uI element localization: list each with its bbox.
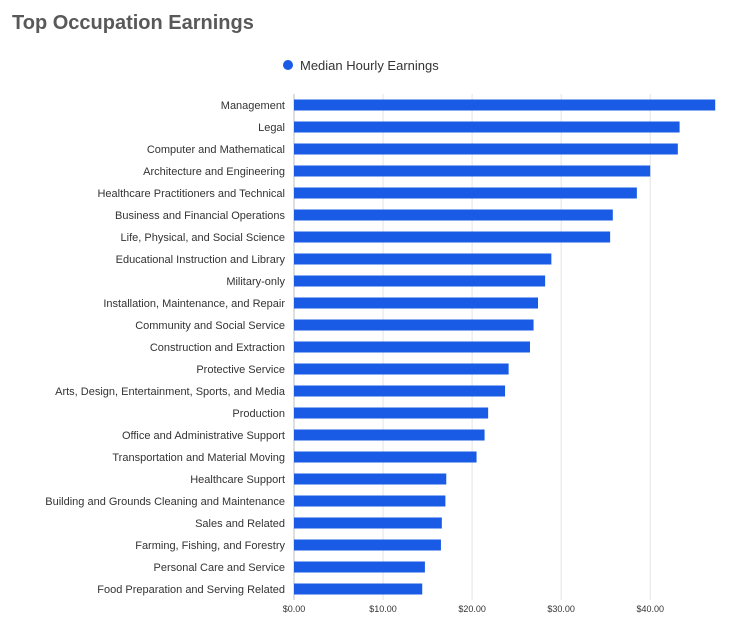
bar xyxy=(294,429,485,441)
category-label: Management xyxy=(221,100,285,112)
chart-title: Top Occupation Earnings xyxy=(12,12,254,34)
bar xyxy=(294,143,678,155)
category-label: Computer and Mathematical xyxy=(147,144,285,156)
x-tick-label: $10.00 xyxy=(369,604,397,614)
legend-label: Median Hourly Earnings xyxy=(300,58,439,73)
category-label: Legal xyxy=(258,122,285,134)
bar xyxy=(294,253,552,265)
category-label: Military-only xyxy=(226,276,285,288)
bar xyxy=(294,275,546,287)
x-tick-label: $40.00 xyxy=(636,604,664,614)
bar xyxy=(294,385,506,397)
category-label: Life, Physical, and Social Science xyxy=(121,232,285,244)
bar xyxy=(294,407,489,419)
x-tick-label: $20.00 xyxy=(458,604,486,614)
category-label: Office and Administrative Support xyxy=(122,430,285,442)
bar xyxy=(294,121,680,133)
bar xyxy=(294,539,441,551)
category-label: Farming, Fishing, and Forestry xyxy=(135,540,285,552)
category-label: Community and Social Service xyxy=(135,320,285,332)
bar xyxy=(294,99,716,111)
category-label: Healthcare Support xyxy=(190,474,285,486)
category-label: Architecture and Engineering xyxy=(143,166,285,178)
bar xyxy=(294,363,509,375)
bar xyxy=(294,561,425,573)
x-tick-label: $30.00 xyxy=(547,604,575,614)
bar xyxy=(294,341,530,353)
bar xyxy=(294,187,637,199)
x-axis-ticks: $0.00 $10.00 $20.00 $30.00 $40.00 xyxy=(283,604,664,614)
category-label: Food Preparation and Serving Related xyxy=(97,584,285,596)
category-label: Transportation and Material Moving xyxy=(112,452,285,464)
category-label: Installation, Maintenance, and Repair xyxy=(103,298,285,310)
bar xyxy=(294,495,446,507)
category-label: Arts, Design, Entertainment, Sports, and… xyxy=(55,386,286,398)
category-label: Construction and Extraction xyxy=(150,342,285,354)
category-label: Production xyxy=(232,408,285,420)
category-labels: Management Legal Computer and Mathematical… xyxy=(45,100,286,596)
bar xyxy=(294,209,613,221)
category-label: Personal Care and Service xyxy=(154,562,285,574)
category-label: Sales and Related xyxy=(195,518,285,530)
bar xyxy=(294,583,423,595)
category-label: Business and Financial Operations xyxy=(115,210,285,222)
legend: Median Hourly Earnings xyxy=(283,58,439,73)
bar xyxy=(294,451,477,463)
legend-marker xyxy=(283,60,293,70)
bar xyxy=(294,231,611,243)
bar xyxy=(294,517,442,529)
category-label: Healthcare Practitioners and Technical xyxy=(97,188,285,200)
bar xyxy=(294,297,539,309)
x-tick-label: $0.00 xyxy=(283,604,306,614)
bar xyxy=(294,473,447,485)
bar xyxy=(294,319,534,331)
bar xyxy=(294,165,651,177)
category-label: Educational Instruction and Library xyxy=(116,254,286,266)
category-label: Protective Service xyxy=(196,364,285,376)
category-label: Building and Grounds Cleaning and Mainte… xyxy=(45,496,285,508)
bars xyxy=(294,99,716,595)
